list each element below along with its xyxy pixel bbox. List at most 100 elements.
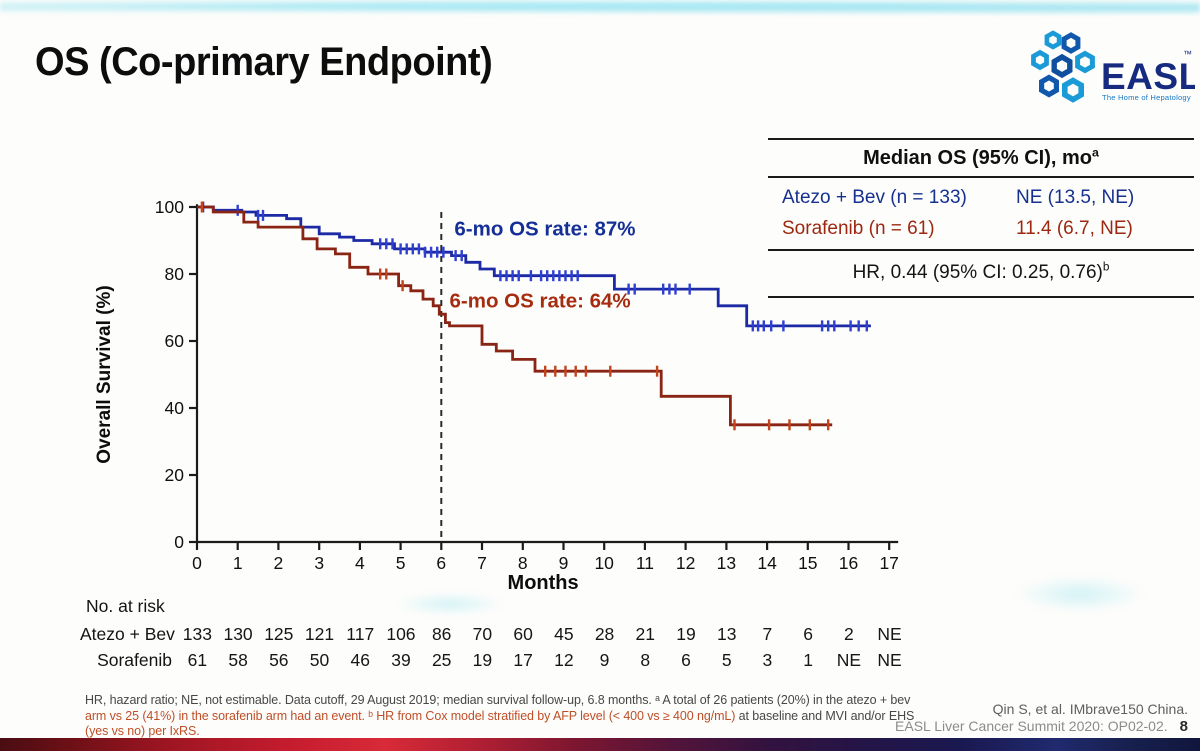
risk-cell: 3 bbox=[762, 650, 773, 670]
page-title: OS (Co-primary Endpoint) bbox=[35, 40, 493, 84]
easl-logo: EASL ™ The Home of Hepatology bbox=[1031, 30, 1195, 103]
footnote-line: HR, hazard ratio; NE, not estimable. Dat… bbox=[85, 693, 1045, 709]
citation-line-1: Qin S, et al. IMbrave150 China. bbox=[992, 701, 1188, 717]
risk-cell: NE bbox=[836, 650, 862, 670]
risk-cell: 9 bbox=[599, 650, 610, 670]
svg-text:7: 7 bbox=[477, 553, 487, 573]
svg-text:3: 3 bbox=[314, 553, 324, 573]
citation-line-2: EASL Liver Cancer Summit 2020: OP02-02. bbox=[895, 718, 1168, 734]
risk-cell: 58 bbox=[228, 650, 248, 670]
median-os-header-text: Median OS (95% CI), mo bbox=[863, 147, 1093, 169]
arm-label: Atezo + Bev (n = 133) bbox=[782, 187, 967, 208]
median-os-value: NE (13.5, NE) bbox=[1016, 187, 1135, 208]
number-at-risk-title: No. at risk bbox=[86, 596, 165, 616]
svg-text:5: 5 bbox=[396, 553, 406, 573]
risk-cell: 2 bbox=[843, 624, 854, 644]
svg-text:0: 0 bbox=[174, 532, 184, 552]
footnotes: HR, hazard ratio; NE, not estimable. Dat… bbox=[85, 693, 1045, 740]
footnote-text: at baseline and MVI and/or EHS bbox=[738, 708, 915, 723]
risk-cell: 19 bbox=[472, 650, 493, 670]
easl-logo-hexagons bbox=[1031, 30, 1095, 103]
photo-glare-spot bbox=[1015, 576, 1145, 612]
photo-glare-top bbox=[0, 0, 1200, 15]
risk-cell: 117 bbox=[346, 624, 375, 644]
y-axis-title: Overall Survival (%) bbox=[94, 285, 115, 463]
footnote-line: (yes vs no) per IxRS. bbox=[85, 724, 1045, 740]
page-number: 8 bbox=[1179, 718, 1188, 735]
svg-text:10: 10 bbox=[594, 553, 614, 573]
footnote-line: arm vs 25 (41%) in the sorafenib arm had… bbox=[85, 709, 1045, 725]
risk-cell: NE bbox=[877, 624, 902, 644]
footnote-marker-a: a bbox=[1092, 145, 1099, 160]
svg-text:1: 1 bbox=[233, 553, 243, 573]
arm-label: Sorafenib (n = 61) bbox=[782, 218, 935, 239]
risk-row-label: Sorafenib bbox=[97, 650, 172, 670]
footnote-text: arm vs 25 (41%) in the sorafenib arm had… bbox=[85, 708, 739, 723]
risk-cell: 45 bbox=[554, 624, 574, 644]
risk-cell: 61 bbox=[187, 650, 208, 670]
risk-cell: 8 bbox=[640, 650, 651, 670]
photo-glare-spot bbox=[395, 592, 505, 616]
risk-cell: 28 bbox=[594, 624, 615, 644]
table-row-sorafenib: Sorafenib (n = 61) 11.4 (6.7, NE) bbox=[768, 213, 1194, 244]
hazard-ratio-line: HR, 0.44 (95% CI: 0.25, 0.76)b bbox=[768, 251, 1194, 296]
risk-cell: 6 bbox=[681, 650, 691, 670]
median-os-table: Median OS (95% CI), moa Atezo + Bev (n =… bbox=[768, 138, 1194, 298]
km-curve-sorafenib bbox=[197, 205, 833, 427]
hazard-ratio-text: HR, 0.44 (95% CI: 0.25, 0.76) bbox=[852, 262, 1103, 283]
risk-cell: 1 bbox=[803, 650, 813, 670]
svg-text:80: 80 bbox=[165, 264, 185, 284]
risk-cell: 5 bbox=[721, 650, 732, 670]
svg-text:9: 9 bbox=[559, 553, 569, 573]
svg-text:12: 12 bbox=[676, 553, 695, 573]
risk-cell: 50 bbox=[309, 650, 330, 670]
risk-cell: NE bbox=[877, 650, 902, 670]
median-os-value: 11.4 (6.7, NE) bbox=[1016, 218, 1133, 239]
risk-cell: 60 bbox=[513, 624, 533, 644]
citation: Qin S, et al. IMbrave150 China. EASL Liv… bbox=[895, 701, 1188, 735]
svg-text:20: 20 bbox=[165, 465, 185, 485]
svg-text:2: 2 bbox=[274, 553, 284, 573]
svg-text:40: 40 bbox=[165, 398, 185, 418]
risk-cell: 39 bbox=[391, 650, 411, 670]
footnote-text: HR, hazard ratio; NE, not estimable. Dat… bbox=[85, 693, 911, 707]
risk-cell: 6 bbox=[803, 624, 813, 644]
svg-text:6: 6 bbox=[436, 553, 446, 573]
risk-cell: 21 bbox=[635, 624, 655, 644]
svg-text:8: 8 bbox=[518, 553, 528, 573]
risk-cell: 7 bbox=[762, 624, 773, 644]
table-row-atezo-bev: Atezo + Bev (n = 133) NE (13.5, NE) bbox=[768, 182, 1194, 213]
svg-text:15: 15 bbox=[798, 553, 817, 573]
risk-cell: 12 bbox=[554, 650, 574, 670]
risk-cell: 121 bbox=[304, 624, 335, 644]
risk-cell: 46 bbox=[350, 650, 370, 670]
easl-logo-tagline: The Home of Hepatology bbox=[1102, 93, 1191, 102]
svg-text:17: 17 bbox=[879, 553, 898, 573]
svg-text:60: 60 bbox=[165, 331, 185, 351]
risk-cell: 130 bbox=[223, 624, 253, 644]
risk-cell: 106 bbox=[386, 624, 416, 644]
svg-text:4: 4 bbox=[355, 553, 365, 573]
risk-cell: 56 bbox=[269, 650, 289, 670]
risk-cell: 133 bbox=[182, 624, 212, 644]
footnote-text: (yes vs no) per IxRS. bbox=[85, 724, 200, 738]
trademark-symbol: ™ bbox=[1183, 49, 1192, 59]
median-os-table-header: Median OS (95% CI), moa bbox=[768, 140, 1194, 178]
risk-cell: 86 bbox=[431, 624, 452, 644]
os-rate-annotation: 6-mo OS rate: 87% bbox=[454, 218, 635, 241]
footnote-marker-b: b bbox=[1102, 260, 1110, 274]
slide-bottom-border bbox=[0, 738, 1200, 751]
svg-text:14: 14 bbox=[757, 553, 777, 573]
risk-row-label: Atezo + Bev bbox=[80, 624, 175, 644]
svg-text:13: 13 bbox=[717, 553, 736, 573]
risk-cell: 19 bbox=[676, 624, 696, 644]
svg-text:100: 100 bbox=[155, 197, 184, 217]
median-os-table-rows: Atezo + Bev (n = 133) NE (13.5, NE) Sora… bbox=[768, 178, 1194, 251]
svg-text:11: 11 bbox=[636, 553, 654, 573]
risk-cell: 70 bbox=[472, 624, 493, 644]
number-at-risk-table: No. at risk Atezo + Bev 133 130 125 121 117 10… bbox=[80, 588, 912, 673]
risk-cell: 125 bbox=[264, 624, 294, 644]
os-rate-annotation: 6-mo OS rate: 64% bbox=[450, 290, 631, 313]
risk-cell: 13 bbox=[716, 624, 737, 644]
risk-cell: 17 bbox=[513, 650, 533, 670]
